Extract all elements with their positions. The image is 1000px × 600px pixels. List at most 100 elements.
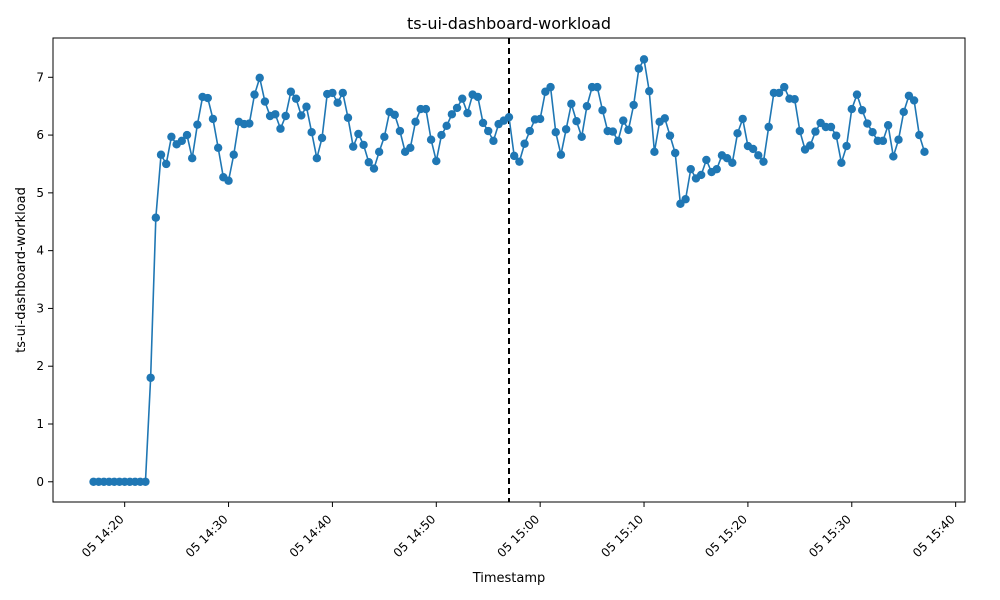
data-point [608,127,618,136]
data-point [847,104,856,114]
series-points [89,55,929,486]
x-tick-label: 05 15:00 [494,512,542,560]
data-point [826,122,836,132]
data-point [229,150,238,159]
data-point [478,118,488,128]
data-point [141,477,150,486]
data-point [852,90,862,99]
data-point [806,141,815,150]
y-tick-label: 3 [36,301,44,315]
data-point [842,141,851,151]
data-point [437,130,446,140]
data-point [286,87,296,96]
data-point [291,94,301,103]
data-point [811,127,820,136]
data-point [156,150,166,159]
data-point [759,157,768,166]
data-point [374,147,384,157]
data-point [572,117,581,126]
plot-area: 0 1 2 3 4 5 6 7 05 14:20 05 14:30 05 14:40 05 14:5… [36,37,966,560]
data-point [317,133,327,143]
data-point [411,117,420,126]
data-point [489,136,498,146]
data-point [582,101,592,111]
y-tick-label: 2 [36,359,44,373]
data-point [535,114,545,124]
data-point [187,153,197,163]
data-point [354,129,363,139]
data-point [577,132,586,142]
data-point [182,130,192,140]
data-point [525,126,534,136]
data-point [613,136,623,146]
x-axis: 05 14:20 05 14:30 05 14:40 05 14:50 05 15:00… [79,502,958,560]
y-axis-label: ts-ui-dashboard-workload [14,187,29,353]
data-point [520,139,529,148]
data-point [878,136,888,146]
data-point [151,213,161,222]
data-point [167,132,176,142]
data-point [671,148,680,158]
data-point [208,114,218,124]
x-tick-label: 05 14:50 [391,512,439,560]
data-point [395,126,405,136]
data-point [162,159,171,169]
data-point [899,107,908,117]
chart-title: ts-ui-dashboard-workload [407,14,611,33]
data-point [473,92,483,102]
data-point [390,110,399,120]
data-point [551,127,560,137]
x-tick-label: 05 14:40 [287,512,335,560]
data-point [868,127,877,137]
data-point [837,158,846,168]
data-point [790,95,799,104]
data-point [702,155,711,165]
y-tick-label: 1 [36,417,44,431]
data-point [665,131,675,140]
data-point [426,135,436,144]
data-point [406,143,415,152]
data-point [857,106,867,115]
data-point [224,176,233,185]
data-point [328,88,337,98]
data-point [255,73,264,83]
data-point [297,111,306,120]
data-point [909,96,919,105]
data-point [629,100,638,110]
data-point [639,55,649,64]
data-point [312,153,322,163]
data-point [556,150,566,159]
y-tick-label: 4 [36,244,44,258]
data-point [203,93,212,103]
data-point [348,142,358,151]
data-point [509,151,519,161]
data-point [343,113,353,122]
data-point [250,90,259,99]
data-point [307,127,316,137]
data-point [894,135,903,144]
x-tick-label: 05 14:20 [79,512,127,560]
data-point [193,120,202,129]
data-point [463,108,472,118]
data-point [364,158,373,167]
data-point [712,164,721,174]
data-point [774,88,784,98]
data-point [515,157,524,166]
data-point [380,132,389,142]
data-point [561,125,571,134]
data-point [369,164,379,173]
data-point [452,103,462,113]
data-point [650,147,659,157]
y-tick-label: 6 [36,128,44,142]
data-point [484,126,493,136]
data-point [333,98,342,107]
y-tick-label: 7 [36,70,44,84]
data-point [780,82,789,92]
data-point [213,143,223,152]
y-tick-label: 0 [36,475,44,489]
data-point [421,104,431,114]
x-tick-label: 05 15:10 [598,512,646,560]
data-point [696,170,706,180]
data-point [359,140,368,150]
